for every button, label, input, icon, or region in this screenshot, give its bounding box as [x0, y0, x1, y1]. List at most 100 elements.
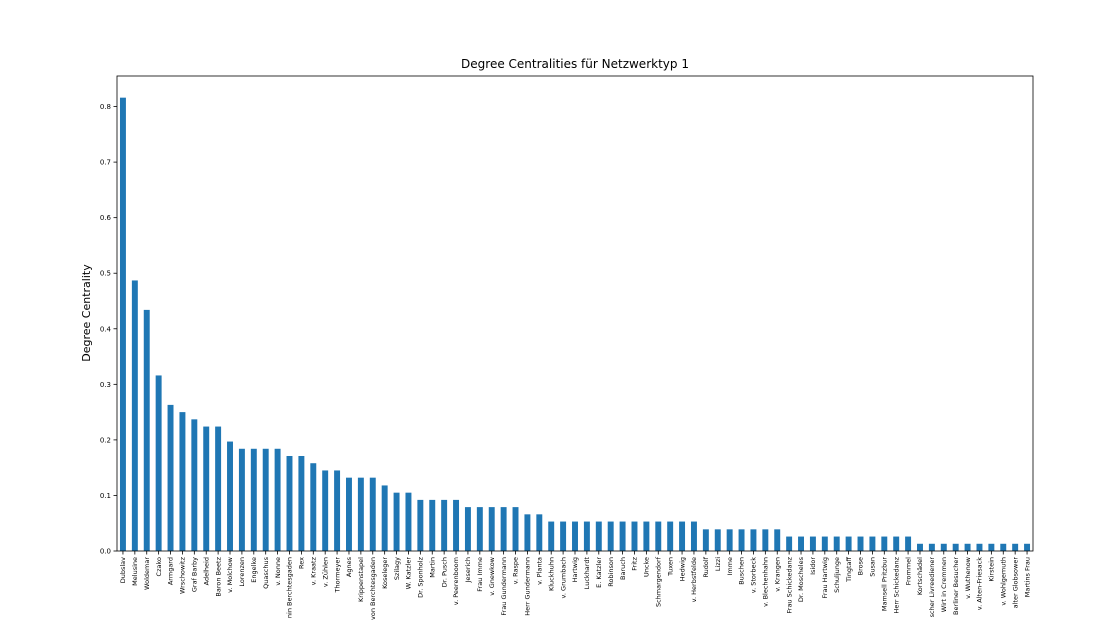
- bar: [845, 536, 852, 551]
- bar: [381, 485, 388, 551]
- bar: [893, 536, 900, 551]
- x-tick-label: Wrschowitz: [179, 556, 187, 594]
- x-tick-label: E. Katzler: [595, 557, 603, 588]
- x-tick-label: Tingtaff: [845, 556, 853, 582]
- bar: [155, 375, 162, 551]
- x-tick-label: alter Globsower: [1011, 557, 1019, 609]
- x-tick-label: Baruch: [619, 557, 627, 580]
- bar: [905, 536, 912, 551]
- x-tick-label: W. Katzler: [405, 557, 413, 590]
- bar: [512, 507, 519, 551]
- x-tick-label: Isidor: [809, 557, 817, 575]
- bar: [179, 412, 186, 551]
- x-tick-label: Schmargendorf: [654, 556, 662, 607]
- x-tick-label: Engelke: [250, 557, 258, 583]
- x-tick-label: Schuljunge: [833, 557, 841, 593]
- bar: [917, 543, 923, 551]
- x-tick-label: v. Wuthenow: [964, 556, 972, 599]
- x-tick-label: v. Gnewkow: [488, 556, 496, 595]
- bar: [250, 448, 257, 551]
- bar: [833, 536, 840, 551]
- x-tick-label: Buschen: [738, 557, 746, 585]
- x-tick-label: Luckhardt: [583, 557, 591, 590]
- bar: [631, 521, 638, 551]
- bar: [690, 521, 697, 551]
- x-tick-label: Szilagy: [393, 557, 401, 580]
- x-tick-label: Thormeyer: [333, 557, 341, 594]
- y-tick-label: 0.7: [100, 159, 111, 167]
- bar: [809, 536, 816, 551]
- bar: [738, 529, 745, 551]
- bar: [607, 521, 614, 551]
- bar: [857, 536, 864, 551]
- x-tick-label: v. Nonne: [274, 557, 282, 586]
- bar: [774, 529, 781, 551]
- x-tick-label: Woldemar: [143, 557, 151, 590]
- x-tick-label: Martins Frau: [1023, 557, 1031, 597]
- x-tick-label: Koseleger: [381, 557, 389, 589]
- bar: [143, 309, 150, 551]
- bar: [322, 470, 329, 551]
- bar: [572, 521, 578, 551]
- x-tick-label: Berliner Besucher: [952, 557, 960, 615]
- bar: [714, 529, 721, 551]
- bar: [334, 470, 341, 551]
- x-tick-label: Dubslav: [119, 557, 127, 583]
- x-tick-label: Frau Gundermann: [500, 557, 508, 616]
- x-tick-label: Herr Gundermann: [524, 557, 532, 616]
- x-tick-label: Dr. Sponholz: [417, 556, 425, 597]
- x-tick-label: Hartwig: [571, 557, 579, 582]
- x-tick-label: Graf Barby: [191, 557, 199, 592]
- x-tick-label: Rex: [298, 557, 306, 569]
- x-tick-label: v. Alten-Friesack: [976, 557, 984, 610]
- bar: [298, 456, 305, 551]
- bar: [1024, 543, 1031, 551]
- bar: [286, 456, 293, 551]
- x-tick-label: v. Zühlen: [321, 557, 329, 587]
- bar: [560, 521, 567, 551]
- bar: [417, 499, 424, 551]
- plot-frame: [116, 75, 1034, 552]
- x-tick-label: Krippenstapel: [357, 557, 365, 602]
- bar: [940, 543, 947, 551]
- y-tick-label: 0.6: [100, 214, 112, 222]
- bar: [928, 543, 935, 551]
- bar: [679, 521, 686, 551]
- x-tick-label: Frau Hartwig: [821, 557, 829, 598]
- bar: [869, 536, 876, 551]
- x-tick-label: Lorenzen: [238, 557, 246, 587]
- bar: [964, 543, 971, 551]
- x-tick-label: Mamsell Pritzbur: [880, 557, 888, 611]
- bar: [583, 521, 590, 551]
- bar: [238, 448, 245, 551]
- bar: [655, 521, 662, 551]
- x-tick-label: v. Planta: [536, 557, 544, 585]
- bar: [441, 499, 448, 551]
- bar: [500, 507, 507, 551]
- y-tick-label: 0.4: [100, 325, 112, 333]
- x-tick-label: v. Krangen: [773, 557, 781, 592]
- x-tick-label: Agnes: [345, 556, 353, 577]
- x-tick-label: Imme: [726, 557, 734, 576]
- bar: [524, 514, 531, 551]
- bar: [988, 543, 995, 551]
- x-tick-label: Dr. Pusch: [440, 557, 448, 587]
- x-tick-label: Fritz: [631, 556, 639, 570]
- bar: [262, 448, 269, 551]
- bar: [821, 536, 828, 551]
- x-tick-label: Uncke: [643, 557, 651, 577]
- bar: [1000, 543, 1007, 551]
- bar: [346, 477, 352, 551]
- bar: [476, 507, 483, 551]
- bar: [798, 536, 804, 551]
- bar: [643, 521, 650, 551]
- x-tick-label: v. Peerenboom: [452, 557, 460, 605]
- bar: [1012, 543, 1019, 551]
- bar: [488, 507, 495, 551]
- bar: [667, 521, 674, 551]
- bar: [536, 514, 543, 551]
- x-tick-label: Brose: [857, 557, 865, 575]
- x-tick-label: scher Livreediener: [928, 557, 936, 618]
- x-tick-label: v. Storbeck: [750, 557, 758, 593]
